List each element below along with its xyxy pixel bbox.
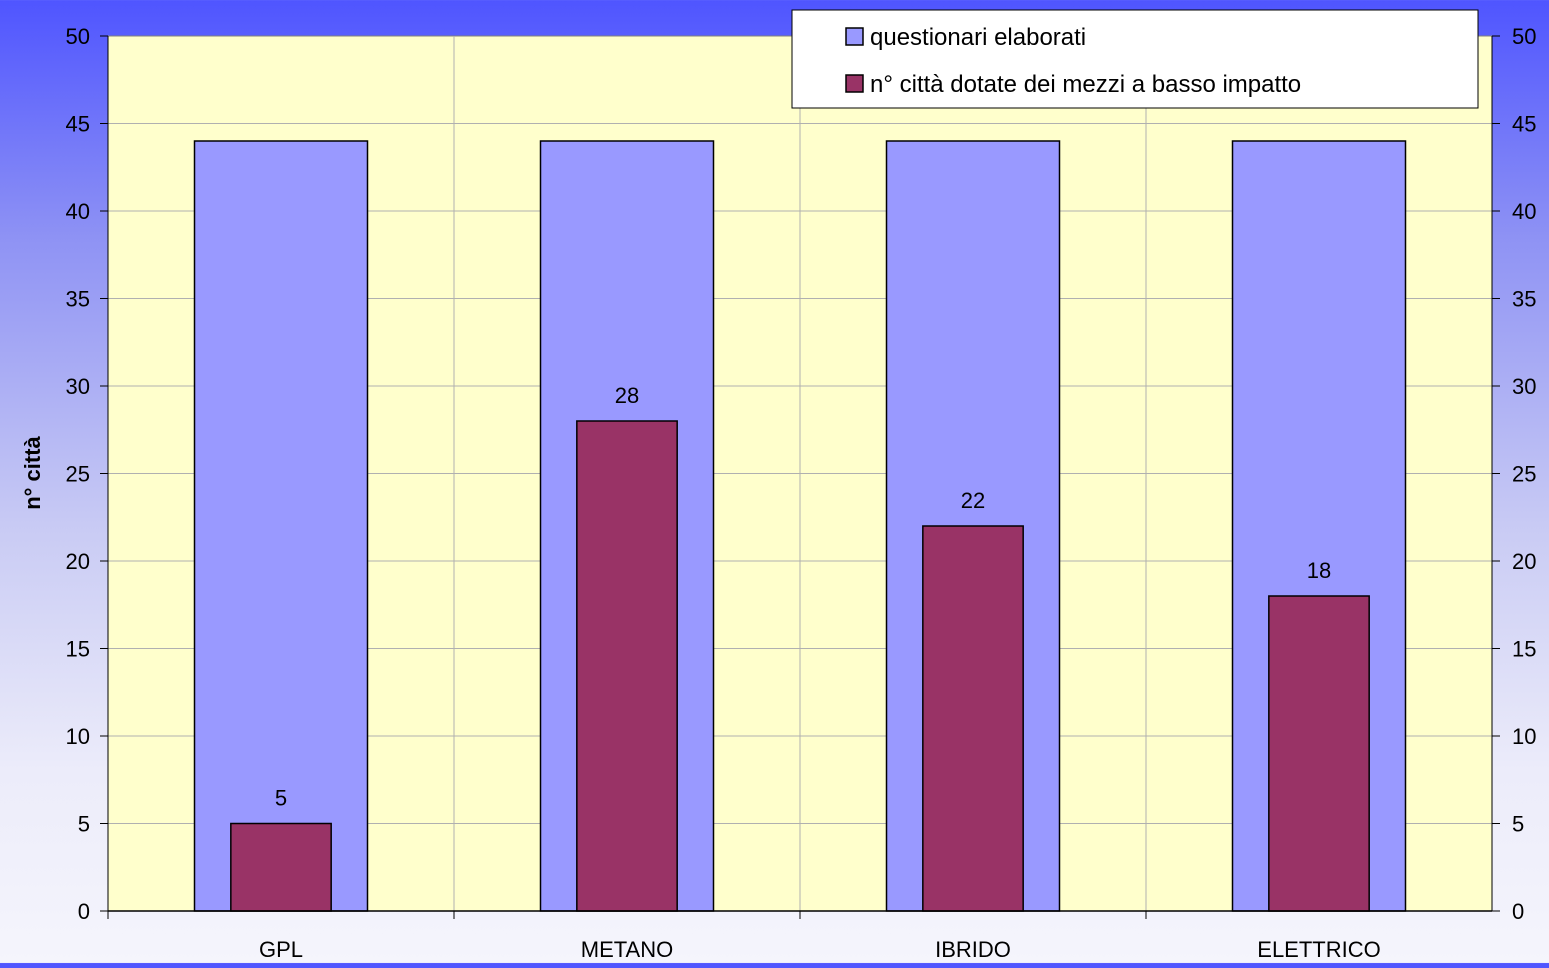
x-tick-label: GPL: [259, 937, 303, 962]
legend-label-citta-dotate: n° città dotate dei mezzi a basso impatt…: [870, 71, 1301, 98]
y-tick-label-right: 35: [1512, 287, 1536, 312]
y-tick-label-right: 30: [1512, 374, 1536, 399]
legend: questionari elaborati n° città dotate de…: [791, 9, 1479, 109]
data-labels: 5 28 22 18: [275, 383, 1331, 811]
y-tick-label-right: 0: [1512, 899, 1524, 924]
y-tick-label-left: 20: [66, 549, 90, 574]
y-tick-label-left: 30: [66, 374, 90, 399]
y-tick-label-right: 25: [1512, 462, 1536, 487]
y-tick-label-left: 0: [78, 899, 90, 924]
bar-citta-gpl: [230, 822, 332, 912]
x-tick-label: IBRIDO: [935, 937, 1011, 962]
y-tick-label-right: 45: [1512, 112, 1536, 137]
y-tick-label-left: 40: [66, 199, 90, 224]
axes: 0 0 5 5 10 10 15 15 20 20 25 25 30 30 35 35 40 40 45 45 50 50…: [66, 24, 1537, 962]
y-tick-label-right: 10: [1512, 724, 1536, 749]
bar-questionari-gpl: [193, 140, 369, 912]
legend-swatch-citta-dotate: [845, 74, 864, 93]
y-tick-label-left: 25: [66, 462, 90, 487]
legend-box: [791, 9, 1479, 109]
y-tick-label-left: 35: [66, 287, 90, 312]
data-label-ibrido: 22: [961, 488, 985, 513]
y-tick-label-right: 15: [1512, 637, 1536, 662]
y-tick-label-left: 50: [66, 24, 90, 49]
data-label-metano: 28: [615, 383, 639, 408]
data-label-gpl: 5: [275, 786, 287, 811]
y-axis-title: n° città: [20, 435, 45, 509]
legend-swatch-questionari: [845, 27, 864, 46]
bars: [193, 140, 1407, 912]
y-tick-label-left: 15: [66, 637, 90, 662]
y-tick-label-left: 45: [66, 112, 90, 137]
data-label-elettrico: 18: [1307, 558, 1331, 583]
x-tick-label: ELETTRICO: [1257, 937, 1380, 962]
y-tick-label-left: 10: [66, 724, 90, 749]
y-tick-label-right: 5: [1512, 812, 1524, 837]
bar-citta-ibrido: [922, 525, 1024, 912]
bar-citta-metano: [576, 420, 678, 912]
legend-label-questionari: questionari elaborati: [870, 24, 1086, 51]
y-tick-label-right: 20: [1512, 549, 1536, 574]
y-tick-label-right: 50: [1512, 24, 1536, 49]
bar-citta-elettrico: [1268, 595, 1370, 912]
y-tick-label-left: 5: [78, 812, 90, 837]
y-tick-label-right: 40: [1512, 199, 1536, 224]
x-tick-label: METANO: [581, 937, 673, 962]
